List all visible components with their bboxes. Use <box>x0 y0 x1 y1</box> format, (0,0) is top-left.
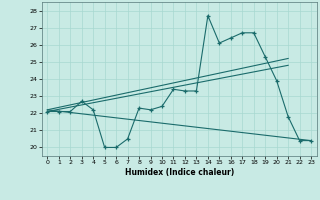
X-axis label: Humidex (Indice chaleur): Humidex (Indice chaleur) <box>124 168 234 177</box>
